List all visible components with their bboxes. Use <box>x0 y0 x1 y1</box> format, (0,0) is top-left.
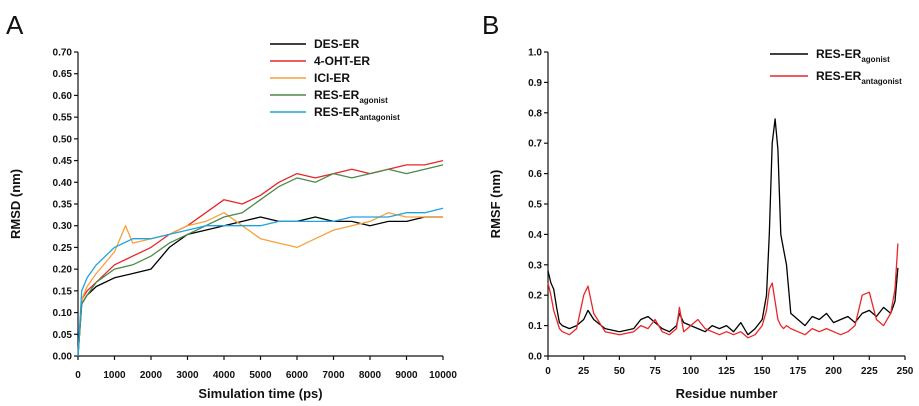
legend-label-main: RES-ER <box>816 69 862 83</box>
legend-label-main: RES-ER <box>314 105 360 119</box>
x-tick-label: 2000 <box>140 370 163 381</box>
y-tick-label: 0.5 <box>528 200 542 211</box>
legend-label-subscript: agonist <box>861 55 890 64</box>
x-tick-label: 150 <box>754 366 771 377</box>
panel-letter-a: A <box>6 10 24 40</box>
y-tick-label: 0.20 <box>53 265 73 276</box>
x-tick-label: 4000 <box>213 370 236 381</box>
legend-label: RES-ERantagonist <box>816 69 902 86</box>
y-tick-label: 0.45 <box>53 156 73 167</box>
y-tick-label: 0.65 <box>53 69 73 80</box>
x-tick-label: 225 <box>861 366 878 377</box>
x-tick-label: 9000 <box>395 370 418 381</box>
y-tick-label: 0.6 <box>528 169 542 180</box>
legend-label-main: RES-ER <box>816 47 862 61</box>
y-tick-label: 0.4 <box>528 230 542 241</box>
series-line-4-oht-er <box>77 159 444 357</box>
legend-label: RES-ERagonist <box>314 88 388 105</box>
y-axis-title: RMSD (nm) <box>8 169 23 239</box>
y-tick-label: 0.10 <box>53 308 73 319</box>
x-tick-label: 75 <box>650 366 662 377</box>
y-tick-label: 0.30 <box>53 221 73 232</box>
y-tick-label: 0.00 <box>53 352 73 363</box>
y-tick-label: 0.55 <box>53 113 73 124</box>
y-tick-label: 0.40 <box>53 178 73 189</box>
y-axis-title: RMSF (nm) <box>488 170 503 239</box>
legend-label-subscript: antagonist <box>359 113 400 122</box>
x-tick-label: 125 <box>718 366 735 377</box>
legend-label: ICI-ER <box>314 71 350 85</box>
x-tick-label: 250 <box>897 366 914 377</box>
panel-letter-b: B <box>482 10 499 40</box>
x-tick-label: 6000 <box>286 370 309 381</box>
y-tick-label: 0.70 <box>53 48 73 59</box>
x-axis-title: Residue number <box>676 386 778 401</box>
legend-label: RES-ERagonist <box>816 47 890 64</box>
x-tick-label: 7000 <box>322 370 345 381</box>
series-line-res-er-agonist <box>77 164 444 357</box>
y-tick-label: 0.9 <box>528 78 542 89</box>
y-tick-label: 0.60 <box>53 91 73 102</box>
legend-label: DES-ER <box>314 37 360 51</box>
x-tick-label: 8000 <box>359 370 382 381</box>
legend-label: RES-ERantagonist <box>314 105 400 122</box>
x-tick-label: 3000 <box>176 370 199 381</box>
y-tick-label: 0.2 <box>528 291 542 302</box>
series-line-des-er <box>77 216 443 357</box>
y-tick-label: 0.05 <box>53 330 73 341</box>
y-tick-label: 0.15 <box>53 286 73 297</box>
series-line-res-er-antagonist <box>547 243 899 339</box>
y-tick-label: 0.25 <box>53 243 73 254</box>
series-line-res-er-agonist <box>547 118 899 336</box>
legend-label-subscript: agonist <box>359 96 388 105</box>
legend-label: 4-OHT-ER <box>314 54 370 68</box>
x-tick-label: 10000 <box>429 370 457 381</box>
x-tick-label: 100 <box>682 366 699 377</box>
y-tick-label: 0.50 <box>53 134 73 145</box>
x-axis-title: Simulation time (ps) <box>198 386 322 401</box>
x-tick-label: 5000 <box>249 370 272 381</box>
x-tick-label: 200 <box>825 366 842 377</box>
y-tick-label: 0.7 <box>528 139 542 150</box>
y-tick-label: 0.0 <box>528 352 542 363</box>
y-tick-label: 0.1 <box>528 321 542 332</box>
x-tick-label: 1000 <box>103 370 126 381</box>
x-tick-label: 50 <box>614 366 626 377</box>
x-tick-label: 175 <box>790 366 807 377</box>
y-tick-label: 0.3 <box>528 260 542 271</box>
x-tick-label: 0 <box>545 366 551 377</box>
y-tick-label: 0.35 <box>53 200 73 211</box>
x-tick-label: 0 <box>75 370 81 381</box>
y-tick-label: 0.8 <box>528 108 542 119</box>
legend-label-main: RES-ER <box>314 88 360 102</box>
chart-panel-b: 0.0 0.1 0.2 0.3 0.4 0.5 0.6 0.7 0.8 0.9 1.0 0 25 50 75… <box>488 47 914 401</box>
legend-label-subscript: antagonist <box>861 77 902 86</box>
series-line-ici-er <box>77 212 443 357</box>
x-tick-label: 25 <box>578 366 590 377</box>
chart-panel-a: 0.00 0.05 0.10 0.15 0.20 0.25 0.30 0.35 0.40 0.45… <box>8 37 457 401</box>
y-tick-label: 1.0 <box>528 48 542 59</box>
series-line-res-er-antagonist <box>77 207 444 357</box>
